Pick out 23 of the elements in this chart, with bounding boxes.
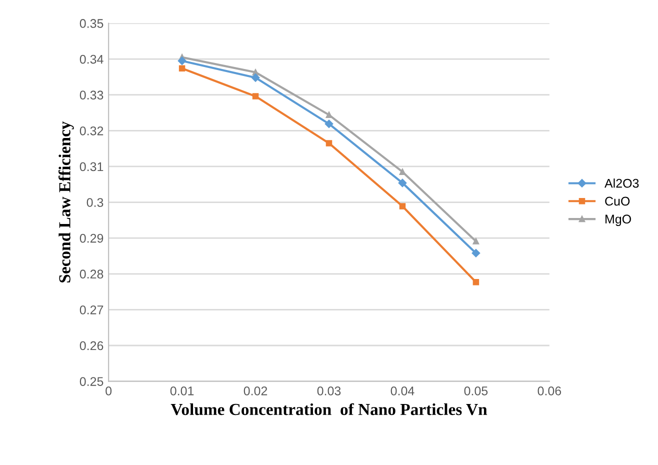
x-tick-label: 0.02: [244, 386, 268, 396]
y-axis-title: Second Law Efficiency: [58, 121, 74, 282]
legend-label: CuO: [605, 196, 630, 206]
y-tick-label: 0.3: [86, 198, 104, 207]
x-tick-label: 0: [106, 386, 112, 396]
y-tick-label: 0.28: [80, 270, 104, 279]
y-tick-label: 0.32: [80, 126, 104, 136]
x-tick-label: 0.01: [170, 386, 194, 396]
legend-label: Al2O3: [604, 178, 639, 188]
y-tick-label: 0.33: [80, 90, 104, 100]
x-tick-label: 0.04: [390, 386, 414, 396]
y-tick-label: 0.29: [80, 234, 104, 243]
x-tick-label: 0.03: [317, 386, 341, 396]
y-tick-label: 0.31: [80, 162, 104, 172]
y-tick-label: 0.34: [80, 54, 104, 64]
y-tick-label: 0.26: [80, 341, 104, 350]
x-tick-label: 0.06: [538, 386, 562, 396]
x-axis-title: Volume Concentration of Nano Particles Vn: [170, 403, 488, 416]
y-tick-label: 0.35: [80, 19, 104, 28]
y-tick-label: 0.25: [80, 377, 104, 386]
x-tick-label: 0.05: [464, 386, 488, 396]
y-tick-label: 0.27: [80, 305, 104, 314]
legend-label: MgO: [606, 214, 631, 226]
